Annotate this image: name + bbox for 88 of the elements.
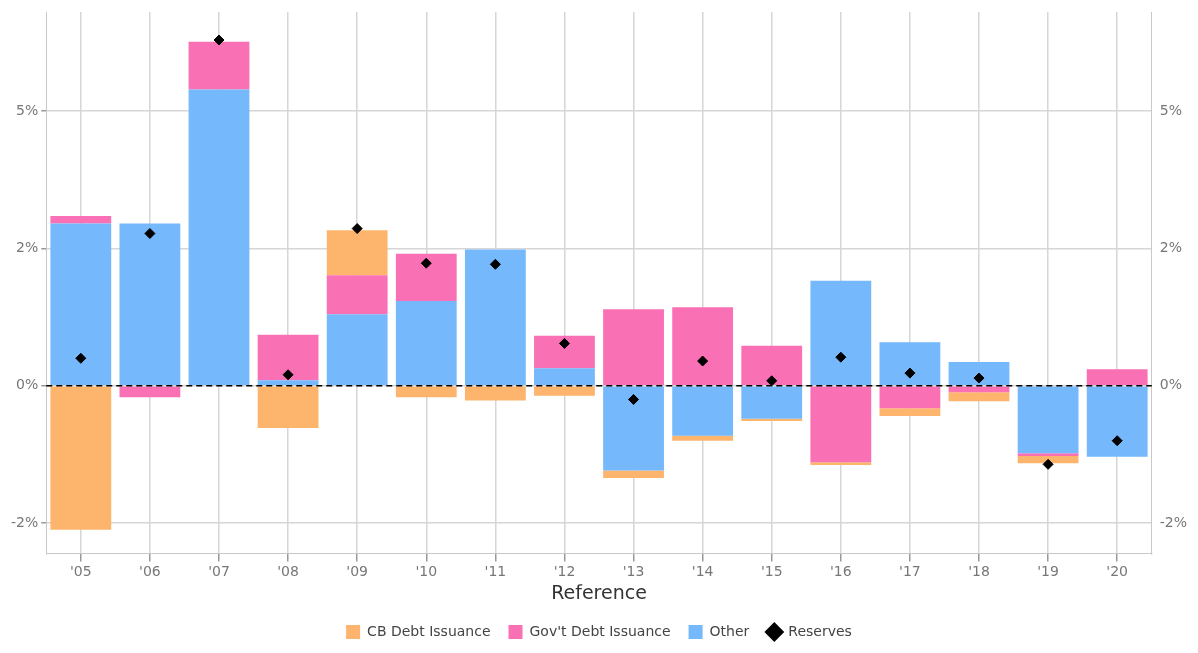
bar [395, 301, 457, 386]
bar [257, 334, 319, 381]
x-tick-label: '07 [208, 563, 230, 580]
legend-title: Reference [551, 580, 647, 603]
point [282, 369, 294, 381]
bar [188, 41, 250, 90]
y-tick-label: 2% [16, 238, 39, 255]
x-tick-label: '19 [1037, 563, 1059, 580]
x-tick-label: '13 [622, 563, 645, 580]
bar [603, 309, 664, 386]
bar [810, 280, 872, 386]
x-tick-label: '11 [484, 563, 507, 580]
bar [741, 386, 803, 419]
x-tick-label: '17 [899, 563, 921, 580]
bar [534, 386, 595, 396]
bar [534, 368, 595, 386]
bar [1086, 369, 1148, 386]
y-tick-label: -2% [11, 513, 39, 530]
point [558, 337, 570, 349]
point [1111, 435, 1123, 447]
bar [1017, 386, 1079, 454]
bar [119, 386, 181, 398]
bar [879, 408, 941, 416]
bar [879, 386, 941, 409]
bar [50, 223, 112, 386]
bar [672, 386, 734, 436]
bar [741, 345, 803, 386]
point [973, 372, 985, 384]
bar [50, 386, 112, 530]
bar [603, 386, 664, 471]
legend-label: Gov't Debt Issuance [529, 622, 671, 639]
x-tick-label: '08 [277, 563, 299, 580]
bar [464, 386, 526, 401]
bar [948, 362, 1010, 386]
bar [879, 342, 941, 386]
bar [1017, 453, 1079, 457]
bar [464, 249, 526, 386]
x-tick-label: '18 [968, 563, 990, 580]
bar [188, 89, 250, 386]
x-tick-label: '15 [760, 563, 783, 580]
bar [395, 253, 457, 302]
point [489, 258, 501, 270]
bar [326, 230, 388, 276]
bar [257, 380, 319, 386]
y2-tick-label: -2% [1159, 513, 1187, 530]
y-tick-label: 0% [16, 376, 39, 393]
point [213, 34, 225, 46]
bar [672, 307, 734, 386]
point [628, 394, 640, 405]
x-tick-label: '09 [346, 563, 369, 580]
x-tick-label: '16 [829, 563, 852, 580]
bar [326, 275, 388, 315]
bar [50, 215, 112, 224]
point [904, 367, 916, 379]
y-tick-label: 5% [16, 101, 39, 118]
point [420, 257, 432, 269]
x-tick-label: '05 [69, 563, 92, 580]
point [351, 223, 363, 235]
bar [948, 392, 1010, 402]
bar [1017, 456, 1079, 464]
bar [534, 335, 595, 369]
x-tick-label: '14 [691, 563, 714, 580]
bar [257, 386, 319, 429]
bar [810, 462, 872, 465]
point [835, 351, 847, 363]
bar [119, 223, 181, 386]
x-tick-label: '20 [1106, 563, 1129, 580]
bar [395, 386, 457, 398]
bar [810, 386, 872, 463]
x-tick-label: '10 [415, 563, 438, 580]
point [1042, 458, 1054, 470]
x-tick-label: '06 [139, 563, 161, 580]
bar [326, 314, 388, 386]
bar [741, 418, 803, 421]
legend-label: Other [709, 622, 750, 639]
y2-tick-label: 0% [1159, 376, 1182, 393]
x-tick-label: '12 [553, 563, 576, 580]
y2-tick-label: 2% [1159, 238, 1182, 255]
bar [1086, 386, 1148, 457]
point [144, 228, 156, 240]
bar [672, 435, 734, 441]
bar [603, 470, 664, 479]
y2-tick-label: 5% [1159, 101, 1182, 118]
legend-label: CB Debt Issuance [367, 622, 491, 639]
point [75, 352, 87, 364]
point [697, 355, 709, 367]
legend-label: Reserves [788, 622, 852, 639]
point [766, 375, 778, 387]
